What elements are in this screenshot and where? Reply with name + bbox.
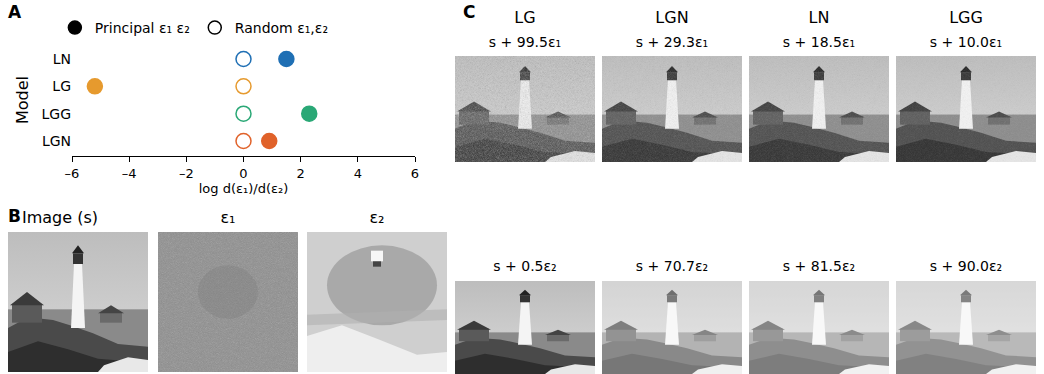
- html-text:ε₂: ε₂: [369, 208, 385, 227]
- svg-text:2: 2: [297, 166, 305, 181]
- html-text:s + 81.5ε₂: s + 81.5ε₂: [782, 258, 856, 274]
- html-text:LGG: LGG: [949, 8, 983, 27]
- html-text:s + 99.5ε₁: s + 99.5ε₁: [488, 34, 562, 50]
- svg-text:–4: –4: [122, 166, 137, 181]
- html-text:C: C: [463, 2, 476, 22]
- svg-text:Model: Model: [13, 76, 32, 124]
- svg-text:–6: –6: [65, 166, 80, 181]
- html-text:LG: LG: [514, 8, 536, 27]
- html-text:B: B: [8, 206, 21, 226]
- svg-text:LN: LN: [53, 51, 71, 67]
- svg-text:LGG: LGG: [42, 106, 72, 122]
- svg-text:4: 4: [354, 166, 362, 181]
- html-text:s + 10.0ε₁: s + 10.0ε₁: [929, 34, 1003, 50]
- svg-text:–2: –2: [179, 166, 194, 181]
- html-text:s + 70.7ε₂: s + 70.7ε₂: [635, 258, 709, 274]
- html-text:s + 18.5ε₁: s + 18.5ε₁: [782, 34, 856, 50]
- html-text:s + 29.3ε₁: s + 29.3ε₁: [635, 34, 709, 50]
- html-text:s + 90.0ε₂: s + 90.0ε₂: [929, 258, 1003, 274]
- html-text:LN: LN: [808, 8, 830, 27]
- html-text:A: A: [8, 2, 22, 22]
- svg-text:Random ε₁,ε₂: Random ε₁,ε₂: [235, 20, 328, 36]
- svg-text:log d(ε₁)/d(ε₂): log d(ε₁)/d(ε₂): [199, 181, 289, 196]
- html-text:Image (s): Image (s): [22, 208, 98, 227]
- html-text:s + 0.5ε₂: s + 0.5ε₂: [493, 258, 557, 274]
- html-text:LGN: LGN: [655, 8, 689, 27]
- svg-text:LGN: LGN: [42, 133, 71, 149]
- svg-text:0: 0: [239, 166, 247, 181]
- svg-text:LG: LG: [52, 78, 71, 94]
- html-text:ε₁: ε₁: [220, 208, 236, 227]
- svg-text:6: 6: [411, 166, 419, 181]
- svg-text:Principal ε₁ ε₂: Principal ε₁ ε₂: [95, 20, 190, 36]
